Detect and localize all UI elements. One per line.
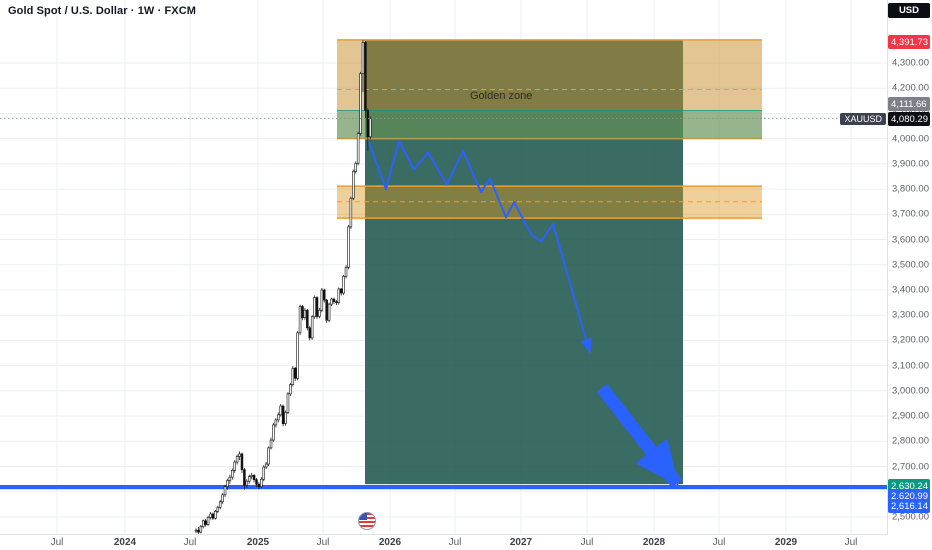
price-badge: 4,391.73 bbox=[888, 35, 930, 49]
time-tick-label: 2025 bbox=[246, 537, 270, 548]
symbol-title[interactable]: Gold Spot / U.S. Dollar · 1W · FXCM bbox=[8, 5, 197, 17]
time-tick-label: Jul bbox=[50, 537, 64, 548]
time-tick-label: Jul bbox=[712, 537, 726, 548]
price-tick-label: 3,300.00 bbox=[892, 309, 929, 321]
zigzag-projection-arrow[interactable] bbox=[368, 140, 592, 354]
price-tick-label: 2,500.00 bbox=[892, 511, 929, 523]
price-tick-label: 4,000.00 bbox=[892, 133, 929, 145]
time-tick-label: 2029 bbox=[774, 537, 798, 548]
price-tick-label: 3,700.00 bbox=[892, 208, 929, 220]
golden-zone[interactable] bbox=[337, 39, 762, 140]
price-tick-label: 3,600.00 bbox=[892, 234, 929, 246]
time-tick-label: Jul bbox=[580, 537, 594, 548]
price-badge: 2,616.14 bbox=[888, 499, 930, 513]
currency-usd-button[interactable]: USD bbox=[887, 3, 930, 18]
flag-marker-icon[interactable] bbox=[358, 512, 376, 530]
time-tick-label: Jul bbox=[448, 537, 462, 548]
time-tick-label: 2027 bbox=[509, 537, 533, 548]
impulse-arrow[interactable] bbox=[596, 383, 683, 488]
time-tick-label: Jul bbox=[183, 537, 197, 548]
price-tick-label: 2,800.00 bbox=[892, 435, 929, 447]
support-zone[interactable] bbox=[337, 185, 762, 219]
price-tick-label: 3,500.00 bbox=[892, 259, 929, 271]
price-tick-label: 4,300.00 bbox=[892, 57, 929, 69]
blue-support-lines[interactable] bbox=[0, 484, 887, 490]
time-tick-label: Jul bbox=[844, 537, 858, 548]
price-axis[interactable]: 4,300.004,200.004,100.004,000.003,900.00… bbox=[887, 0, 932, 535]
price-tick-label: 2,900.00 bbox=[892, 410, 929, 422]
time-tick-label: 2024 bbox=[113, 537, 137, 548]
price-badge: 4,080.29 bbox=[888, 112, 930, 126]
price-badge: 4,111.66 bbox=[888, 97, 930, 111]
price-tick-label: 3,100.00 bbox=[892, 360, 929, 372]
time-tick-label: 2028 bbox=[642, 537, 666, 548]
time-axis[interactable]: Jul 2024 Jul 2025 Jul 2026 Jul 2027 Jul 2028 Jul 20… bbox=[0, 534, 887, 550]
price-tick-label: 3,000.00 bbox=[892, 385, 929, 397]
demand-strip[interactable] bbox=[337, 110, 762, 139]
price-tick-label: 4,200.00 bbox=[892, 82, 929, 94]
golden-zone-label: Golden zone bbox=[470, 90, 533, 102]
price-tick-label: 3,900.00 bbox=[892, 158, 929, 170]
time-tick-label: 2026 bbox=[378, 537, 402, 548]
flag-canton bbox=[359, 513, 367, 520]
time-tick-label: Jul bbox=[316, 537, 330, 548]
price-tick-label: 3,400.00 bbox=[892, 284, 929, 296]
current-price-symbol-tag: XAUUSD bbox=[840, 113, 886, 125]
price-tick-label: 3,800.00 bbox=[892, 183, 929, 195]
candlesticks bbox=[194, 39, 372, 535]
price-tick-label: 2,700.00 bbox=[892, 461, 929, 473]
price-tick-label: 3,200.00 bbox=[892, 334, 929, 346]
